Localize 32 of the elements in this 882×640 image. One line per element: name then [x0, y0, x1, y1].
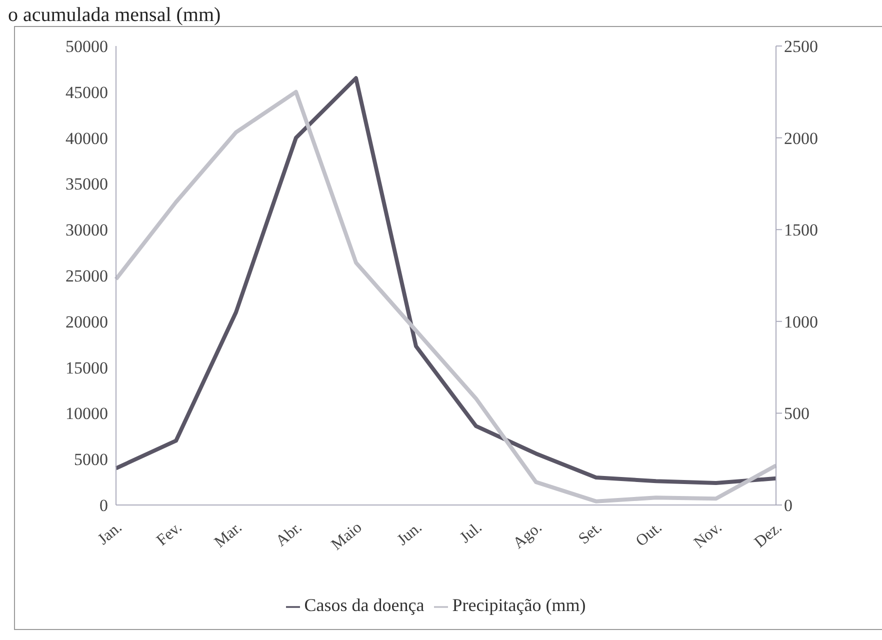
- x-tick-label: Dez.: [752, 519, 786, 552]
- y2-tick-label: 1500: [784, 220, 818, 240]
- y-tick-label: 20000: [66, 312, 108, 332]
- x-tick-label: Mar.: [212, 519, 246, 552]
- y-tick-label: 50000: [66, 37, 108, 56]
- chart-title: o acumulada mensal (mm): [8, 4, 221, 27]
- y2-tick-label: 2500: [784, 37, 818, 56]
- y2-tick-label: 0: [784, 496, 792, 516]
- y-tick-label: 40000: [66, 128, 108, 148]
- x-tick-label: Fev.: [154, 519, 186, 550]
- x-tick-label: Maio: [328, 519, 366, 554]
- y2-tick-label: 1000: [784, 312, 818, 332]
- legend-label: Casos da doença: [304, 595, 424, 615]
- y-tick-label: 5000: [74, 450, 108, 470]
- x-tick-label: Set.: [576, 519, 606, 548]
- y-tick-label: 30000: [66, 220, 108, 240]
- x-tick-label: Jan.: [94, 519, 126, 548]
- x-tick-label: Nov.: [690, 519, 726, 552]
- x-tick-label: Ago.: [510, 519, 546, 552]
- y-tick-label: 0: [100, 496, 108, 516]
- x-tick-label: Jun.: [394, 519, 426, 549]
- y-tick-label: 25000: [66, 266, 108, 286]
- x-tick-label: Jul.: [456, 519, 486, 547]
- y-tick-label: 45000: [66, 82, 108, 102]
- y2-tick-label: 2000: [784, 128, 818, 148]
- y-tick-label: 15000: [66, 358, 108, 378]
- y-tick-label: 35000: [66, 174, 108, 194]
- legend-label: Precipitação (mm): [452, 595, 586, 615]
- y-tick-label: 10000: [66, 404, 108, 424]
- x-tick-label: Abr.: [272, 519, 306, 550]
- y2-tick-label: 500: [784, 404, 810, 424]
- x-tick-label: Out.: [632, 519, 666, 550]
